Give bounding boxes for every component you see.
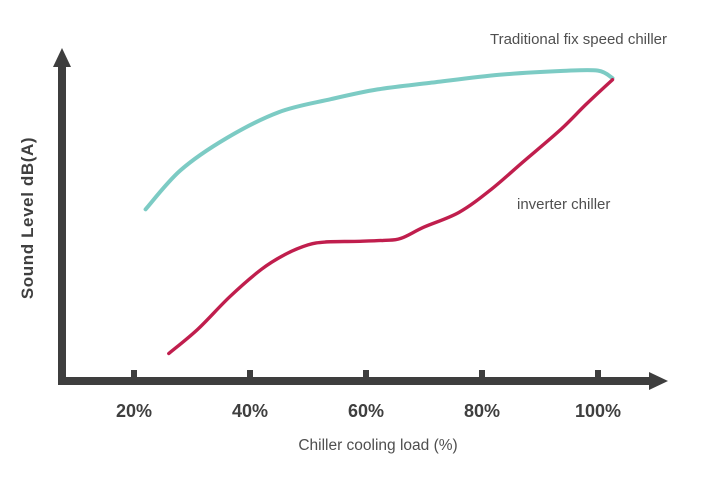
- x-axis-tick-80: [479, 370, 485, 379]
- x-axis-tick-20: [131, 370, 137, 379]
- x-axis-tick-100: [595, 370, 601, 379]
- curve-inverter-chiller: [167, 78, 615, 356]
- x-axis-tick-60: [363, 370, 369, 379]
- x-axis-tick-40: [247, 370, 253, 379]
- x-axis-title: Chiller cooling load (%): [298, 437, 458, 454]
- series-label-inverter-chiller: inverter chiller: [517, 196, 611, 213]
- x-axis-arrowhead: [649, 372, 668, 390]
- x-tick-label-80: 80%: [463, 401, 501, 421]
- y-axis-arrowhead: [53, 48, 71, 67]
- x-tick-label-60: 60%: [347, 401, 385, 421]
- x-tick-label-20: 20%: [115, 401, 153, 421]
- curve-traditional-fix-speed-chiller: [143, 67, 615, 212]
- y-axis-title: Sound Level dB(A): [18, 136, 37, 300]
- series-label-traditional-fix-speed-chiller: Traditional fix speed chiller: [489, 31, 667, 48]
- x-tick-label-100: 100%: [574, 401, 622, 421]
- x-tick-label-40: 40%: [231, 401, 269, 421]
